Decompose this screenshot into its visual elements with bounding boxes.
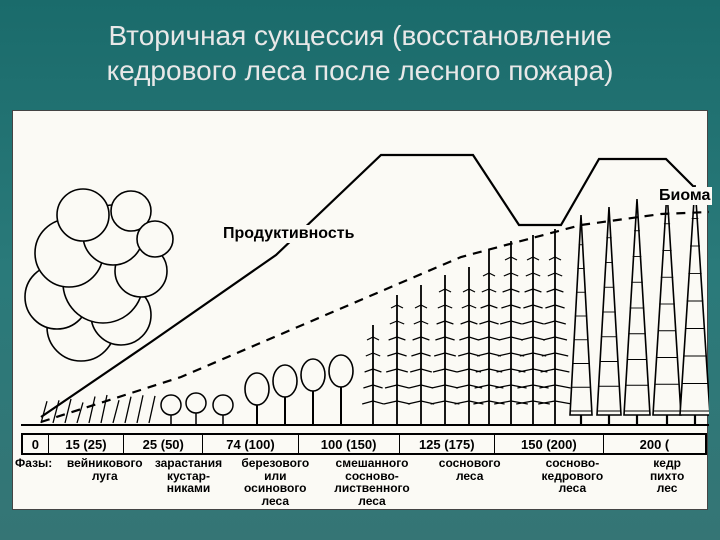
axis-row: 015 (25)25 (50)74 (100)100 (150)125 (175…: [21, 433, 707, 455]
smoke-icon: [25, 189, 173, 423]
pine-icon: [384, 295, 410, 425]
pine-icon: [538, 229, 572, 425]
axis-cell: 25 (50): [124, 435, 203, 453]
axis-cell: 100 (150): [299, 435, 400, 453]
title-line-1: Вторичная сукцессия (восстановление: [108, 20, 611, 51]
phase-cell: сосново-кедровоголеса: [518, 455, 628, 509]
shrub-icon: [213, 395, 233, 425]
pine-icon: [516, 235, 550, 425]
shrub-icon: [161, 395, 181, 425]
birch-icon: [329, 355, 353, 425]
biomass-label: Биома: [657, 187, 712, 205]
phase-cell: кедрпихтолес: [627, 455, 707, 509]
cedar-icon: [570, 215, 592, 425]
axis-cell: 15 (25): [49, 435, 124, 453]
pine-icon: [494, 241, 528, 425]
succession-diagram: Продуктивность Биома 015 (25)25 (50)74 (…: [12, 110, 708, 510]
cedar-icon: [653, 191, 681, 425]
phase-cell: зарастаниякустар-никами: [149, 455, 229, 509]
pine-icon: [408, 285, 434, 425]
birch-icon: [245, 373, 269, 425]
axis-cell: 200 (: [604, 435, 705, 453]
plot-area: Продуктивность Биома: [21, 117, 707, 431]
axis-cell: 0: [23, 435, 49, 453]
cedar-icon: [624, 199, 650, 425]
pine-icon: [431, 275, 460, 425]
birch-icon: [301, 359, 325, 425]
axis-cell: 150 (200): [495, 435, 604, 453]
pine-icon: [455, 267, 484, 425]
phases-lead-label: Фазы:: [13, 455, 61, 509]
slide: Вторичная сукцессия (восстановление кедр…: [0, 0, 720, 540]
axis-cell: 74 (100): [203, 435, 298, 453]
slide-title: Вторичная сукцессия (восстановление кедр…: [0, 18, 720, 88]
plot-svg: [21, 117, 709, 433]
shrub-icon: [186, 393, 206, 425]
productivity-label: Продуктивность: [221, 225, 356, 243]
phases-row: Фазы: вейниковоголугазарастаниякустар-ни…: [13, 455, 707, 509]
phase-cell: березовогоилиосиновоголеса: [228, 455, 322, 509]
birch-icon: [273, 365, 297, 425]
phase-cell: вейниковоголуга: [61, 455, 149, 509]
pine-icon: [473, 249, 504, 425]
pine-icon: [362, 325, 384, 425]
title-line-2: кедрового леса после лесного пожара): [107, 55, 614, 86]
cedar-icon: [597, 207, 621, 425]
axis-cell: 125 (175): [400, 435, 495, 453]
phase-cell: смешанногососново-лиственноголеса: [322, 455, 422, 509]
cedar-icon: [680, 185, 709, 425]
phase-cell: сосновоголеса: [422, 455, 518, 509]
